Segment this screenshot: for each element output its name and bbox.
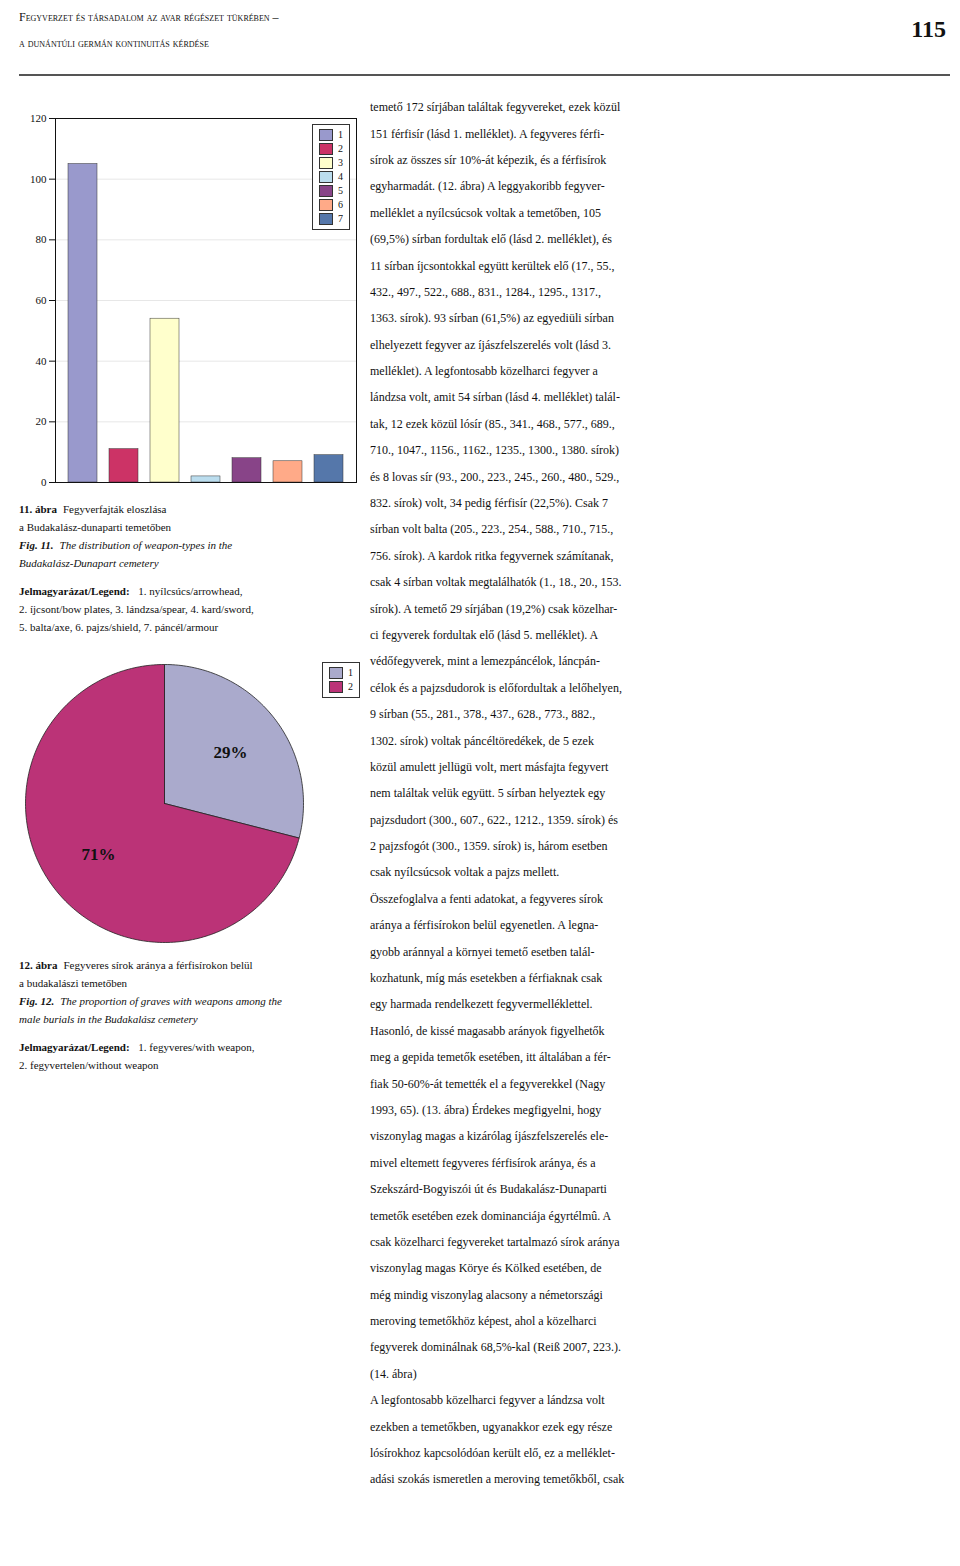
html-text:csak 4 sírban voltak megtalálh: csak 4 sírban voltak megtalálhatók (1., …: [370, 575, 622, 590]
html-text:Hasonló, de kissé magasabb ará: Hasonló, de kissé magasabb arányok figye…: [370, 1023, 605, 1038]
html-text:1. fegyveres/with weapon,: 1. fegyveres/with weapon,: [135, 1041, 255, 1053]
html-text:fegyverek dominálnak 68,5%-kal: fegyverek dominálnak 68,5%-kal (Reiß 200…: [370, 1340, 621, 1355]
html-text:célok és a pajzsdudorok is elő: célok és a pajzsdudorok is előfordultak …: [370, 680, 622, 695]
html-text:Fegyveres sírok aránya a férfi: Fegyveres sírok aránya a férfisírokon be…: [63, 959, 253, 971]
html-text:Fig. 12.: Fig. 12.: [19, 995, 55, 1007]
html-text:temető 172 sírjában találtak f: temető 172 sírjában találtak fegyvereket…: [370, 100, 621, 115]
html-text:még mindig viszonylag alacsony: még mindig viszonylag alacsony a németor…: [370, 1287, 603, 1302]
html-text:7: 7: [338, 213, 343, 224]
html-text:Budakalász-Dunapart cemetery: Budakalász-Dunapart cemetery: [19, 557, 159, 569]
svg-text:120: 120: [30, 112, 47, 124]
html-text:The proportion of graves with: The proportion of graves with weapons am…: [60, 995, 282, 1007]
svg-text:80: 80: [36, 233, 48, 245]
html-text:meroving temetőkhöz képest, ah: meroving temetőkhöz képest, ahol a közel…: [370, 1314, 597, 1329]
html-text:csak közelharci fegyvereket ta: csak közelharci fegyvereket tartalmazó s…: [370, 1234, 620, 1249]
html-text:832. sírok) volt, 34 pedig fér: 832. sírok) volt, 34 pedig férfisír (22,…: [370, 496, 608, 510]
html-text:adási szokás ismeretlen a mero: adási szokás ismeretlen a meroving temet…: [370, 1472, 625, 1487]
html-text:egyharmadát. (12. ábra) A legg: egyharmadát. (12. ábra) A leggyakoribb f…: [370, 179, 605, 194]
html-text:sírban volt balta (205., 223.,: sírban volt balta (205., 223., 254., 588…: [370, 522, 614, 537]
html-text:1: 1: [348, 667, 353, 678]
html-text:Szekszárd-Bogyiszói út és Buda: Szekszárd-Bogyiszói út és Budakalász-Dun…: [370, 1182, 607, 1197]
html-text:csak nyílcsúcsok voltak a pajz: csak nyílcsúcsok voltak a pajzs mellett.: [370, 865, 560, 880]
html-text:aránya a férfisírokon belül eg: aránya a férfisírokon belül egyenetlen. …: [370, 918, 599, 933]
html-text:a budakalászi temetőben: a budakalászi temetőben: [19, 977, 128, 989]
html-text:Fegyverzet és társadalom az av: Fegyverzet és társadalom az avar régésze…: [19, 10, 279, 24]
html-text:The distribution of weapon-typ: The distribution of weapon-types in the: [59, 539, 233, 551]
html-text:1302. sírok) voltak páncéltöre: 1302. sírok) voltak páncéltöredékek, de …: [370, 733, 594, 748]
html-text:melléklet a nyílcsúcsok voltak: melléklet a nyílcsúcsok voltak a temetőb…: [370, 205, 601, 220]
svg-text:60: 60: [36, 294, 48, 306]
html-text:2 pajzsfogót (300., 1359. síro: 2 pajzsfogót (300., 1359. sírok) is, hár…: [370, 839, 608, 854]
html-text:710., 1047., 1156., 1162., 123: 710., 1047., 1156., 1162., 1235., 1300.,…: [370, 443, 620, 458]
html-text:elhelyezett fegyver az íjászfe: elhelyezett fegyver az íjászfelszerelés …: [370, 337, 611, 352]
html-text:432., 497., 522., 688., 831.,: 432., 497., 522., 688., 831., 1284., 129…: [370, 284, 601, 299]
html-text:ezekben a temetőkben, ugyanakk: ezekben a temetőkben, ugyanakkor ezek eg…: [370, 1419, 613, 1434]
html-text:Jelmagyarázat/Legend:: Jelmagyarázat/Legend:: [19, 585, 130, 597]
html-text:és 8 lovas sír (93., 200., 223: és 8 lovas sír (93., 200., 223., 245., 2…: [370, 469, 620, 484]
svg-text:40: 40: [36, 355, 48, 367]
html-text:viszonylag magas a kizárólag í: viszonylag magas a kizárólag íjászfelsze…: [370, 1129, 609, 1144]
html-text:temetők esetében ezek dominanc: temetők esetében ezek dominanciája égyrt…: [370, 1208, 612, 1223]
svg-text:0: 0: [41, 476, 47, 488]
svg-text:29%: 29%: [213, 743, 247, 762]
html-text:Fegyverfajták eloszlása: Fegyverfajták eloszlása: [62, 503, 167, 515]
svg-text:71%: 71%: [82, 845, 116, 864]
html-text:viszonylag magas Körye és Kölk: viszonylag magas Körye és Kölked esetébe…: [370, 1261, 602, 1276]
html-text:gyobb aránnyal a környei temet: gyobb aránnyal a környei temető esetben …: [370, 944, 595, 959]
html-text:11 sírban íjcsontokkal együtt: 11 sírban íjcsontokkal együtt kerültek e…: [370, 258, 615, 273]
html-text:Fig. 11.: Fig. 11.: [19, 539, 54, 551]
html-text:a dunántúli germán kontinuitás: a dunántúli germán kontinuitás kérdése: [19, 36, 209, 50]
html-text:Összefoglalva a fenti adatokat: Összefoglalva a fenti adatokat, a fegyve…: [370, 891, 603, 906]
html-text:meg a gepida temetők esetében,: meg a gepida temetők esetében, itt által…: [370, 1050, 611, 1065]
html-text:12. ábra: 12. ábra: [19, 959, 58, 971]
html-text:2. íjcsont/bow plates, 3. lánd: 2. íjcsont/bow plates, 3. lándzsa/spear,…: [19, 603, 254, 615]
html-text:1. nyílcsúcs/arrowhead,: 1. nyílcsúcs/arrowhead,: [135, 585, 243, 597]
html-text:6: 6: [338, 199, 343, 210]
html-text:1: 1: [338, 129, 343, 140]
html-text:1363. sírok). 93 sírban (61,5%: 1363. sírok). 93 sírban (61,5%) az egyed…: [370, 311, 614, 326]
html-text:melléklet). A legfontosabb köz: melléklet). A legfontosabb közelharci fe…: [370, 364, 598, 379]
svg-text:20: 20: [36, 415, 48, 427]
html-text:A legfontosabb közelharci fegy: A legfontosabb közelharci fegyver a lánd…: [370, 1393, 605, 1408]
html-text:védőfegyverek, mint a lemezpán: védőfegyverek, mint a lemezpáncélok, lán…: [370, 654, 600, 669]
html-text:2: 2: [338, 143, 343, 154]
html-text:fiak 50-60%-át temették el a f: fiak 50-60%-át temették el a fegyverekke…: [370, 1076, 606, 1091]
html-text:115: 115: [911, 16, 946, 42]
html-text:9 sírban (55., 281., 378., 437: 9 sírban (55., 281., 378., 437., 628., 7…: [370, 707, 596, 722]
svg-text:100: 100: [30, 173, 47, 185]
html-text:male burials in the Budakalász: male burials in the Budakalász cemetery: [19, 1013, 198, 1025]
html-text:lósírokhoz kapcsolódóan került: lósírokhoz kapcsolódóan került elő, ez a…: [370, 1446, 615, 1460]
html-text:ci fegyverek fordultak elő (lá: ci fegyverek fordultak elő (lásd 5. mell…: [370, 628, 599, 642]
html-text:mivel eltemett fegyveres férfi: mivel eltemett fegyveres férfisírok arán…: [370, 1155, 596, 1170]
html-text:egy harmada rendelkezett fegyv: egy harmada rendelkezett fegyvermellékle…: [370, 997, 593, 1012]
html-text:(14. ábra): (14. ábra): [370, 1366, 417, 1381]
html-text:4: 4: [338, 171, 343, 182]
html-text:5. balta/axe, 6. pajzs/shield,: 5. balta/axe, 6. pajzs/shield, 7. páncél…: [19, 621, 219, 633]
html-text:Jelmagyarázat/Legend:: Jelmagyarázat/Legend:: [19, 1041, 130, 1053]
html-text:sírok az összes sír 10%-át kép: sírok az összes sír 10%-át képezik, és a…: [370, 153, 607, 167]
html-text:a Budakalász-dunaparti temetőb: a Budakalász-dunaparti temetőben: [19, 521, 172, 533]
html-text:2. fegyvertelen/without weapon: 2. fegyvertelen/without weapon: [19, 1059, 159, 1071]
html-text:kozhatunk, míg más esetekben a: kozhatunk, míg más esetekben a férfiakna…: [370, 971, 603, 985]
html-text:5: 5: [338, 185, 343, 196]
html-text:tak, 12 ezek közül lósír (85.,: tak, 12 ezek közül lósír (85., 341., 468…: [370, 416, 615, 431]
html-text:756. sírok). A kardok ritka fe: 756. sírok). A kardok ritka fegyvernek s…: [370, 548, 614, 563]
html-text:2: 2: [348, 681, 353, 692]
html-text:pajzsdudort (300., 607., 622.,: pajzsdudort (300., 607., 622., 1212., 13…: [370, 812, 618, 827]
html-text:nem találtak velük együtt. 5 s: nem találtak velük együtt. 5 sírban hely…: [370, 786, 606, 801]
html-text:11. ábra: 11. ábra: [19, 503, 57, 515]
html-text:151 férfisír (lásd 1. mellékle: 151 férfisír (lásd 1. melléklet). A fegy…: [370, 126, 605, 141]
html-text:közül amulett jellügü volt, me: közül amulett jellügü volt, mert másfajt…: [370, 759, 609, 774]
html-text:1993, 65). (13. ábra) Érdekes: 1993, 65). (13. ábra) Érdekes megfigyeln…: [370, 1103, 602, 1117]
html-text:sírok). A temető 29 sírjában (: sírok). A temető 29 sírjában (19,2%) csa…: [370, 601, 618, 616]
html-text:3: 3: [338, 157, 343, 168]
html-text:(69,5%) sírban fordultak elő (: (69,5%) sírban fordultak elő (lásd 2. me…: [370, 232, 612, 247]
html-text:lándzsa volt, amit 54 sírban (: lándzsa volt, amit 54 sírban (lásd 4. me…: [370, 390, 620, 405]
